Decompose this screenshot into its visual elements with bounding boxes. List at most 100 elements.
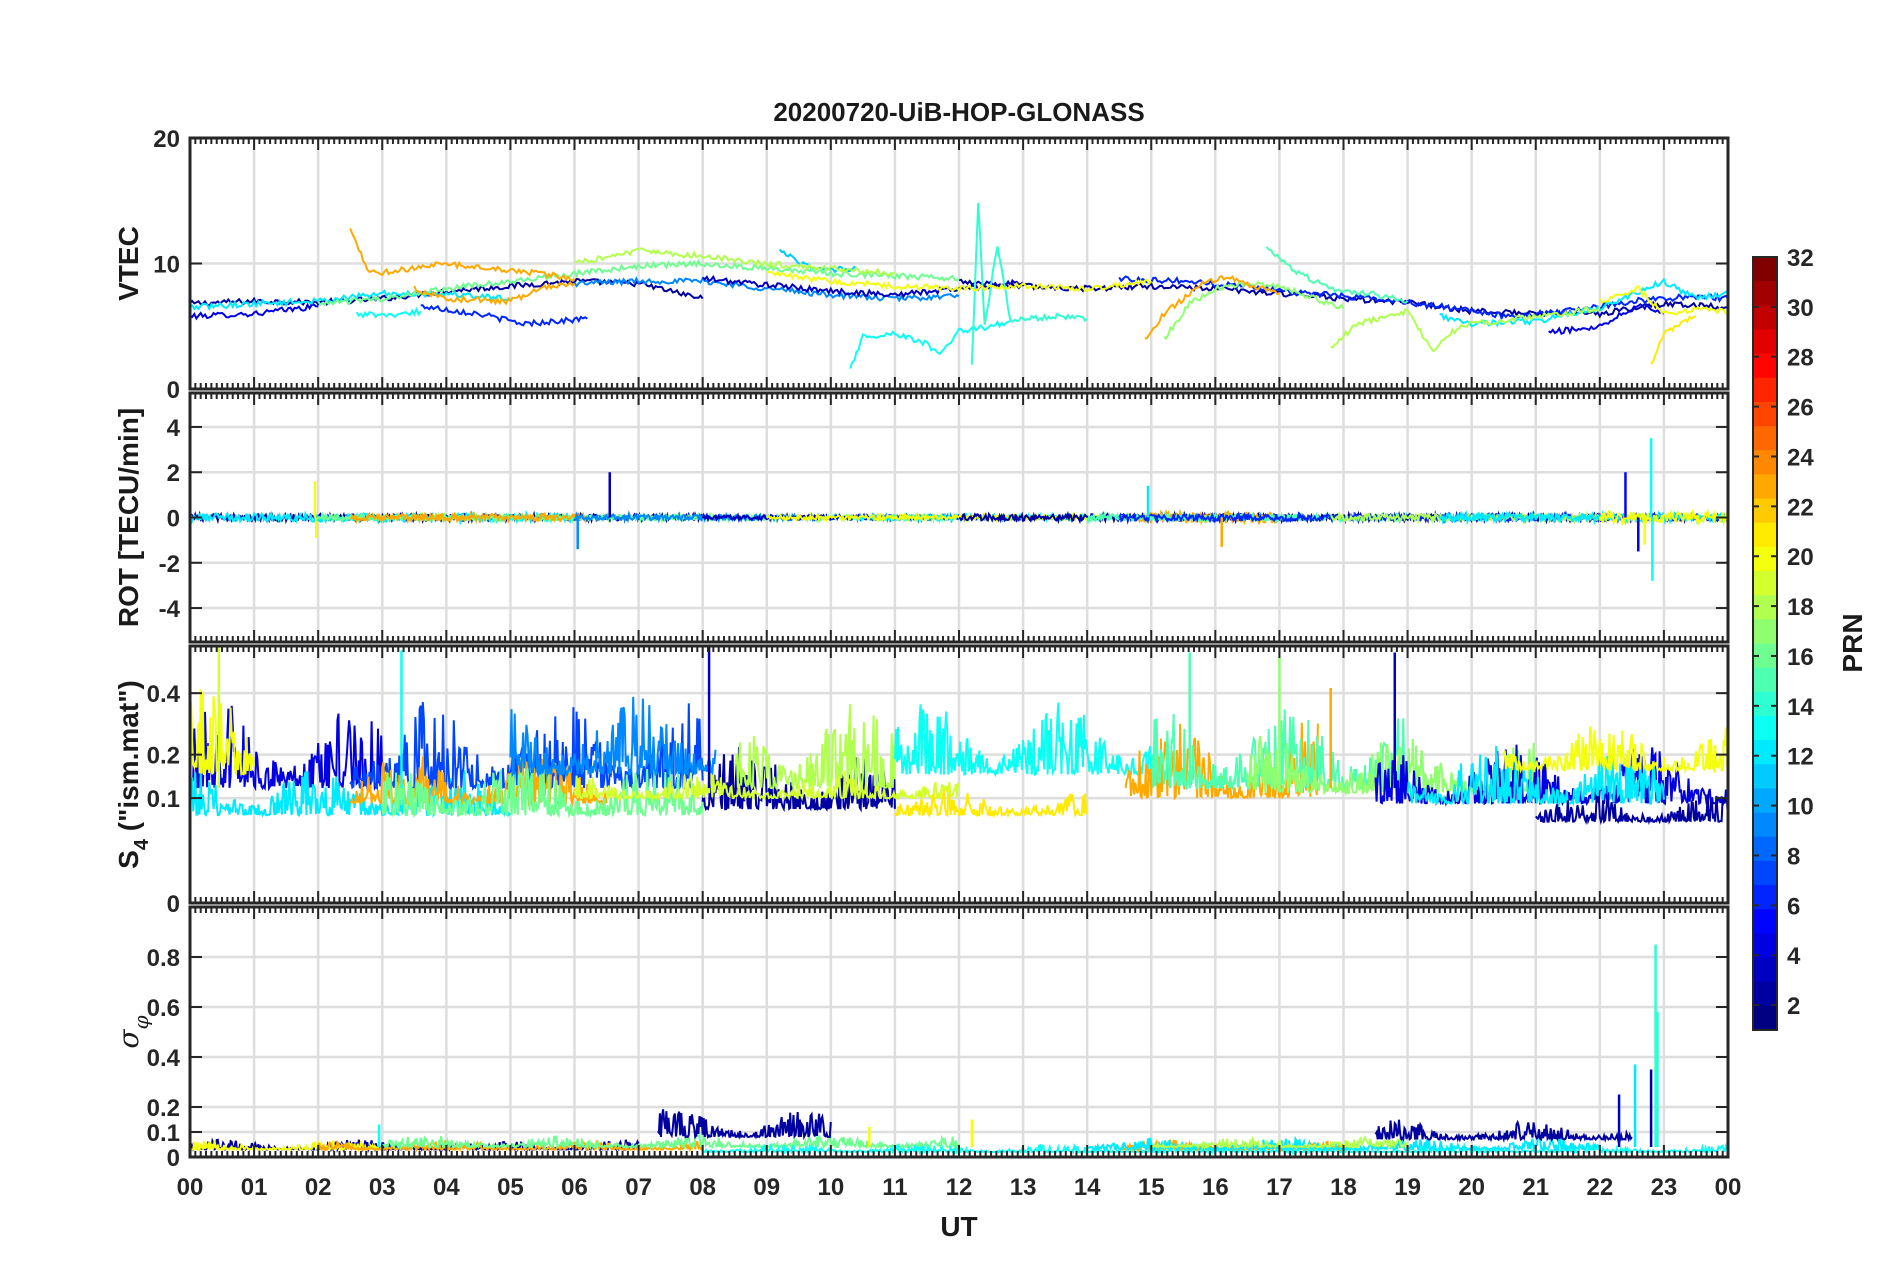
colorbar-swatch — [1753, 957, 1777, 983]
vtec-series-prn-3 — [702, 274, 1024, 299]
data-layer — [190, 438, 1728, 581]
colorbar-swatch — [1753, 860, 1777, 886]
s4-series-prn-19 — [573, 771, 960, 803]
y-tick-label: 0.2 — [147, 1095, 180, 1122]
panel-sigma_phi: 00.10.2 0.4 0.6 0.8 σφ — [112, 905, 1730, 1172]
colorbar-tick-label: 2 — [1787, 993, 1800, 1020]
colorbar-tick-label: 26 — [1787, 395, 1814, 422]
vtec-series-prn-23 — [413, 280, 576, 306]
colorbar-swatch — [1753, 257, 1777, 282]
colorbar-swatch — [1753, 305, 1777, 331]
colorbar-swatch — [1753, 619, 1777, 645]
colorbar-tick-label: 8 — [1787, 843, 1800, 870]
colorbar-swatch — [1753, 812, 1777, 838]
y-tick-label: 0.4 — [147, 1045, 181, 1072]
vtec-series-prn-6 — [420, 304, 588, 328]
x-tick-label: 08 — [689, 1174, 716, 1201]
y-tick-label: 10 — [153, 252, 180, 279]
x-tick-label: 04 — [433, 1174, 460, 1201]
colorbar-tick-label: 22 — [1787, 494, 1814, 521]
y-tick-label: 0.8 — [147, 945, 180, 972]
colorbar-tick-label: 14 — [1787, 694, 1814, 721]
s4-series-prn-2 — [1535, 794, 1728, 826]
vtec-series-prn-23 — [349, 228, 576, 282]
rot-series-prn-20 — [1598, 508, 1728, 527]
s4-series-prn-18 — [733, 704, 896, 792]
ticks — [189, 907, 1729, 1158]
x-tick-label: 20 — [1458, 1174, 1485, 1201]
x-tick-label: 10 — [817, 1174, 844, 1201]
colorbar-swatch — [1753, 788, 1777, 814]
vtec-series-prn-12 — [190, 289, 511, 312]
colorbar-swatch — [1753, 377, 1777, 403]
x-tick-label: 09 — [753, 1174, 780, 1201]
data-layer — [190, 202, 1728, 369]
colorbar-label: PRN — [1837, 613, 1868, 672]
y-tick-label: 4 — [167, 415, 181, 442]
vtec-series-prn-18 — [574, 247, 896, 277]
y-tick-label: 2 — [167, 460, 180, 487]
vtec-series-prn-9 — [573, 276, 960, 303]
colorbar-tick-label: 20 — [1787, 544, 1814, 571]
vtec-series-prn-15 — [1265, 246, 1409, 304]
x-tick-label: 13 — [1010, 1174, 1037, 1201]
x-tick-label: 01 — [241, 1174, 268, 1201]
colorbar-tick-label: 10 — [1787, 794, 1814, 821]
panel-s4: 0 0.1 0.2 0.4S4 ("ism.mat") — [113, 644, 1730, 918]
colorbar-swatch — [1753, 353, 1777, 379]
x-axis-label: UT — [940, 1211, 977, 1242]
vtec-series-prn-6 — [1118, 275, 1728, 321]
s4-series-prn-20 — [1502, 726, 1728, 775]
colorbar-swatch — [1753, 764, 1777, 790]
vtec-series-prn-20 — [1598, 284, 1728, 316]
sigma_phi-series-prn-16 — [381, 1132, 960, 1151]
colorbar-swatch — [1753, 546, 1777, 572]
colorbar-tick-label: 28 — [1787, 345, 1814, 372]
x-tick-label: 00 — [1715, 1174, 1742, 1201]
colorbar-swatch — [1753, 571, 1777, 596]
y-axis-label-sigma_phi: σφ — [112, 1015, 153, 1048]
x-tick-label: 23 — [1651, 1174, 1678, 1201]
colorbar-swatch — [1753, 329, 1777, 355]
vtec-series-prn-21 — [1650, 315, 1697, 365]
x-tick-label: 18 — [1330, 1174, 1357, 1201]
colorbar-swatch — [1753, 981, 1777, 1007]
s4-series-prn-16 — [381, 760, 704, 819]
s4-series-prn-4 — [190, 705, 384, 792]
x-tick-label: 22 — [1586, 1174, 1613, 1201]
x-tick-label: 05 — [497, 1174, 524, 1201]
vtec-series-prn-4 — [1548, 302, 1665, 335]
x-tick-label: 17 — [1266, 1174, 1293, 1201]
colorbar-tick-label: 24 — [1787, 444, 1814, 471]
vtec-series-prn-13 — [849, 320, 1011, 369]
y-tick-label: 0 — [167, 377, 180, 404]
sigma_phi-series-prn-20 — [190, 1139, 383, 1153]
vtec-series-prn-18 — [1330, 306, 1601, 353]
colorbar-tick-label: 32 — [1787, 245, 1814, 272]
x-tick-label: 14 — [1074, 1174, 1101, 1201]
y-tick-label: 0 — [167, 891, 180, 918]
s4-series-prn-21 — [894, 789, 1088, 819]
x-tick-label: 02 — [305, 1174, 332, 1201]
colorbar-tick-label: 4 — [1787, 943, 1801, 970]
colorbar-swatch — [1753, 281, 1777, 306]
ticks — [189, 393, 1729, 642]
colorbar-swatch — [1753, 740, 1777, 765]
colorbar-tick-label: 18 — [1787, 594, 1814, 621]
chart-title: 20200720-UiB-HOP-GLONASS — [773, 97, 1144, 127]
y-axis-label-s4: S4 ("ism.mat") — [113, 680, 153, 869]
y-tick-label: -2 — [159, 551, 180, 578]
colorbar-swatch — [1753, 909, 1777, 934]
vtec-series-prn-23 — [1144, 274, 1280, 340]
colorbar-swatch — [1753, 836, 1777, 862]
s4-series-prn-23 — [349, 756, 608, 808]
x-tick-label: 11 — [882, 1174, 907, 1201]
colorbar-tick-label: 12 — [1787, 744, 1814, 771]
y-tick-label: -4 — [159, 596, 181, 623]
colorbar-frame — [1752, 256, 1778, 1031]
colorbar-swatch — [1753, 474, 1777, 500]
panel-rot: -4 -2 0 2 4 ROT [TECU/min] — [113, 391, 1730, 644]
colorbar-swatch — [1753, 426, 1777, 451]
